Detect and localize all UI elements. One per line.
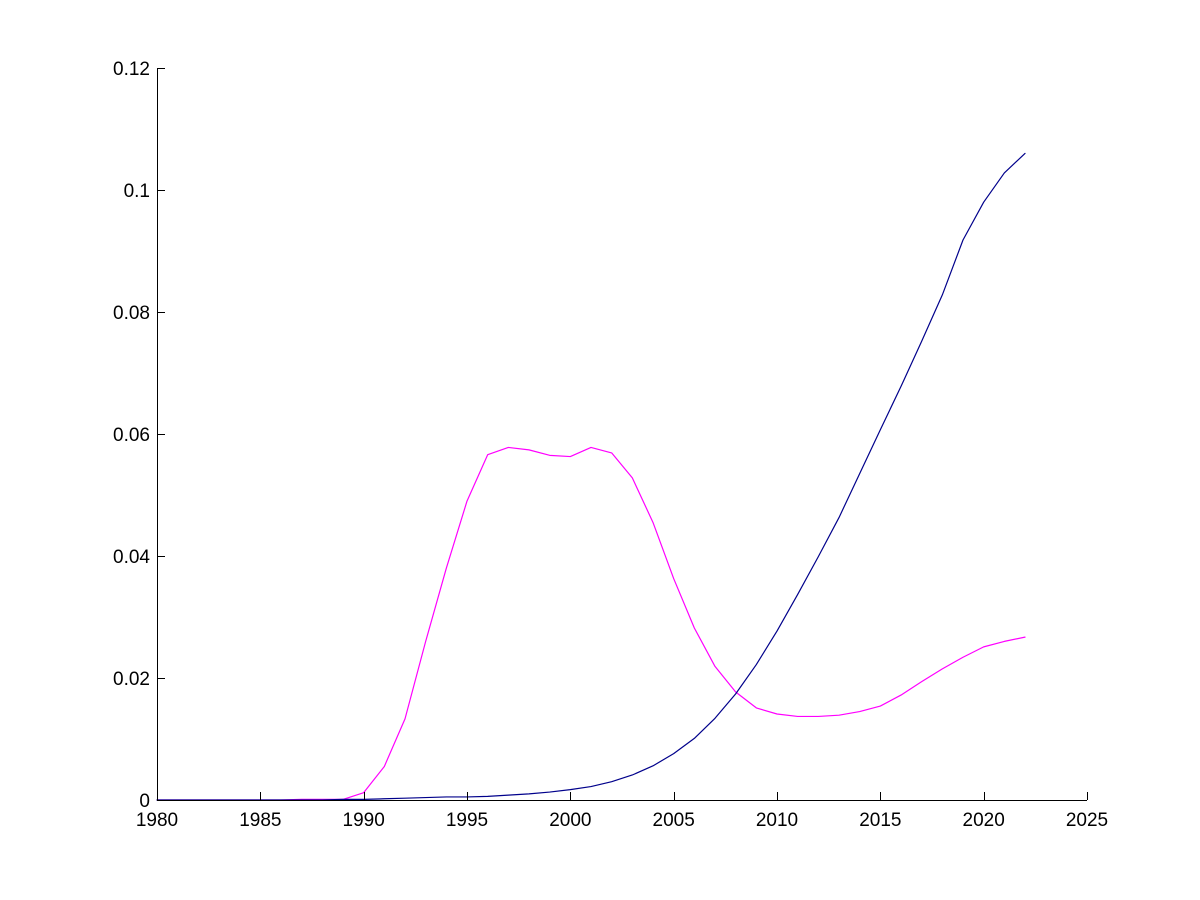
y-tick-label: 0.08 [113, 303, 150, 324]
y-tick-label: 0.02 [113, 669, 150, 690]
x-tick-label: 2010 [756, 810, 798, 831]
y-tick-label: 0.12 [113, 59, 150, 80]
y-tick-label: 0 [139, 791, 150, 812]
x-tick-label: 2000 [549, 810, 591, 831]
series-line-0 [156, 446, 1026, 801]
x-tick-label: 1995 [446, 810, 488, 831]
y-tick-label: 0.04 [113, 547, 150, 568]
axes: 1980 1985 1990 1995 2000 2005 2010 2015 2020 2025… [113, 59, 1108, 831]
x-tick-label: 1985 [239, 810, 281, 831]
y-tick-label: 0.1 [124, 181, 150, 202]
x-tick-label: 2025 [1066, 810, 1108, 831]
x-tick-label: 1980 [136, 810, 178, 831]
x-tick-label: 1990 [343, 810, 385, 831]
x-tick-label: 2005 [653, 810, 695, 831]
x-tick-label: 2020 [963, 810, 1005, 831]
y-tick-label: 0.06 [113, 425, 150, 446]
x-tick-label: 2015 [859, 810, 901, 831]
